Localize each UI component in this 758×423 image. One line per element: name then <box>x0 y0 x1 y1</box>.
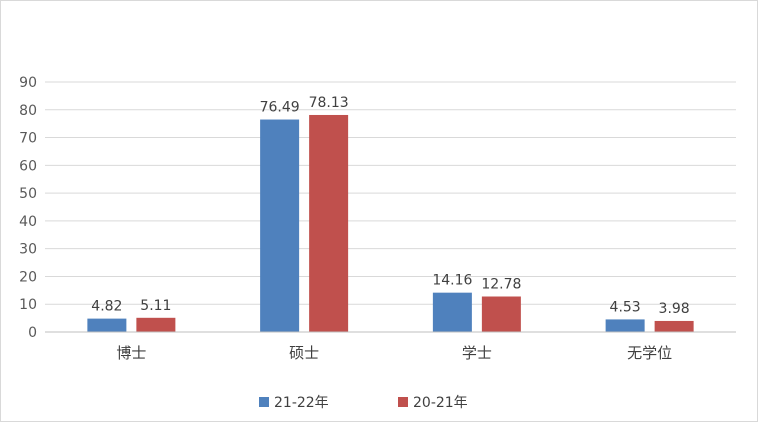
bar <box>260 119 300 333</box>
bar <box>432 292 472 332</box>
x-category-label: 博士 <box>116 344 146 362</box>
data-label: 4.53 <box>610 299 641 315</box>
bar <box>481 296 521 332</box>
legend-swatch <box>259 397 269 407</box>
data-label: 12.78 <box>481 277 521 293</box>
x-category-label: 无学位 <box>627 344 672 362</box>
x-category-label: 学士 <box>462 344 492 362</box>
y-tick-label: 70 <box>19 131 37 147</box>
bar <box>136 317 176 332</box>
bars <box>87 114 694 333</box>
y-tick-label: 90 <box>19 75 37 91</box>
y-tick-label: 30 <box>19 242 37 258</box>
y-tick-label: 60 <box>19 158 37 174</box>
bar <box>654 320 694 332</box>
legend-label: 21-22年 <box>274 395 329 411</box>
y-tick-label: 50 <box>19 186 37 202</box>
y-tick-label: 20 <box>19 269 37 285</box>
data-labels: 4.82 5.11 76.49 78.13 14.16 12.78 4.53 3.98 <box>91 95 689 317</box>
data-label: 14.16 <box>432 273 472 289</box>
data-label: 4.82 <box>91 299 122 315</box>
data-label: 76.49 <box>260 100 300 116</box>
x-axis: 博士 硕士 学士 无学位 <box>45 331 736 362</box>
x-category-label: 硕士 <box>289 344 319 362</box>
legend: 21-22年 20-21年 <box>259 395 468 411</box>
y-tick-label: 0 <box>28 325 37 341</box>
data-label: 3.98 <box>659 301 690 317</box>
bar <box>605 319 645 332</box>
legend-label: 20-21年 <box>413 395 468 411</box>
y-tick-label: 80 <box>19 103 37 119</box>
bar <box>309 114 349 332</box>
data-label: 78.13 <box>309 95 349 111</box>
y-axis: 0 10 20 30 40 50 60 70 80 90 <box>19 75 37 341</box>
gridlines <box>45 81 736 305</box>
legend-swatch <box>398 397 408 407</box>
bar <box>87 318 127 332</box>
data-label: 5.11 <box>140 298 171 314</box>
y-tick-label: 40 <box>19 214 37 230</box>
y-tick-label: 10 <box>19 297 37 313</box>
